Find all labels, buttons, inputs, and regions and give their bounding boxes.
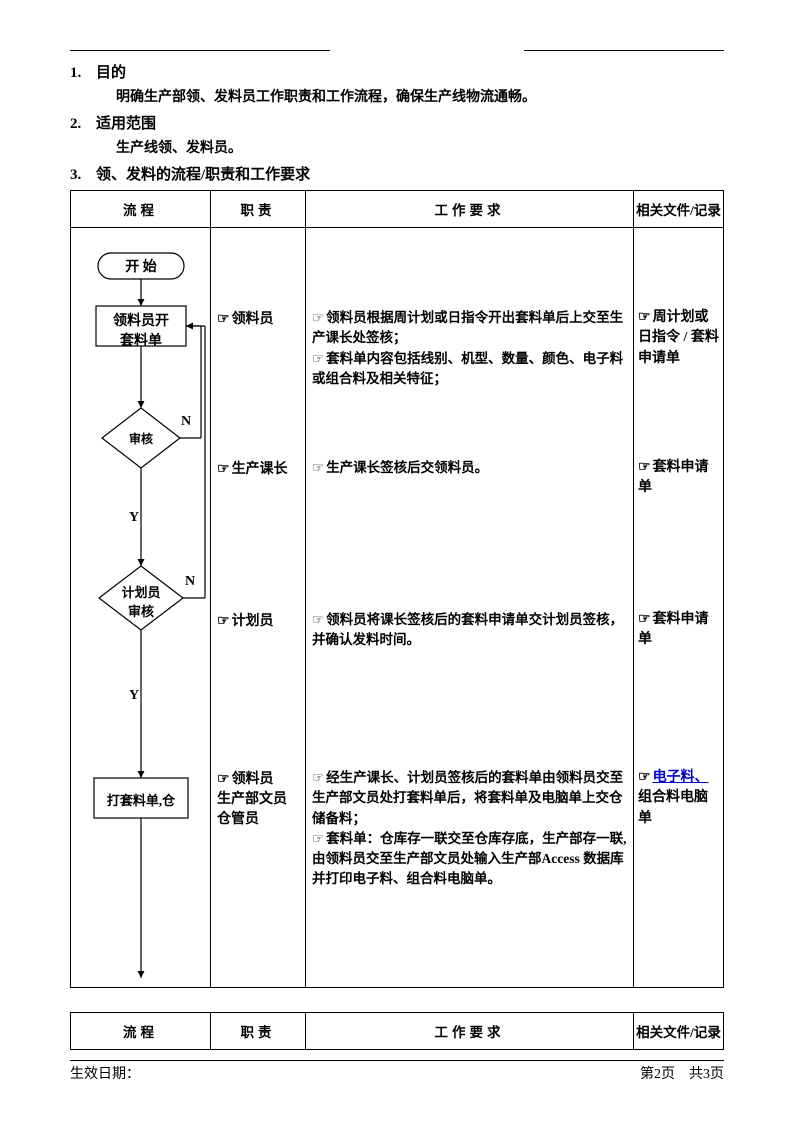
duty-4: 领料员 生产部文员 仓管员 [217, 768, 287, 828]
th-req: 工作要求 [306, 191, 634, 228]
edge-n1: N [181, 414, 191, 430]
node-audit1: 审核 [71, 430, 211, 447]
th-flow-2: 流程 [71, 1013, 211, 1050]
doc-1: 周计划或日指令 / 套料申请单 [638, 308, 719, 369]
doc-link[interactable]: 电子料、 [653, 770, 709, 785]
th-duty-2: 职责 [211, 1013, 306, 1050]
th-doc-2: 相关文件/记录 [634, 1013, 724, 1050]
flow-cell: 开 始 领料员开 套料单 审核 计划员 审核 打套料单,仓 N Y N Y [71, 228, 211, 988]
doc-3: 套料申请单 [638, 610, 719, 651]
th-doc: 相关文件/记录 [634, 191, 724, 228]
sec-body: 生产线领、发料员。 [116, 137, 724, 157]
node-start: 开 始 [71, 256, 211, 276]
sec-num: 3. [70, 167, 96, 184]
sec-title: 适用范围 [96, 116, 156, 132]
duty-2: 生产课长 [217, 458, 288, 478]
process-table: 流程 职责 工作要求 相关文件/记录 [70, 190, 724, 988]
req-1: 领料员根据周计划或日指令开出套料单后上交至生产课长处签核； 套料单内容包括线别、… [312, 308, 627, 389]
sec-title: 领、发料的流程/职责和工作要求 [96, 167, 310, 183]
th-duty: 职责 [211, 191, 306, 228]
section-list: 1.目的 明确生产部领、发料员工作职责和工作流程，确保生产线物流通畅。 2.适用… [70, 61, 724, 184]
duty-1: 领料员 [217, 308, 274, 328]
sec-title: 目的 [96, 65, 126, 81]
edge-y1: Y [129, 510, 139, 526]
req-2: 生产课长签核后交领料员。 [312, 458, 627, 478]
duty-3: 计划员 [217, 610, 274, 630]
node-apply: 领料员开 套料单 [96, 310, 186, 350]
edge-n2: N [185, 574, 195, 590]
sec-num: 1. [70, 65, 96, 82]
edge-y2: Y [129, 688, 139, 704]
footer-right: 第2页 共3页 [640, 1063, 724, 1083]
process-table-2: 流程 职责 工作要求 相关文件/记录 [70, 1012, 724, 1050]
th-req-2: 工作要求 [306, 1013, 634, 1050]
th-flow: 流程 [71, 191, 211, 228]
req-4: 经生产课长、计划员签核后的套料单由领料员交至生产部文员处打套料单后，将套料单及电… [312, 768, 627, 890]
doc-4: 电子料、组合料电脑单 [638, 768, 719, 829]
doc-2: 套料申请单 [638, 458, 719, 499]
sec-body: 明确生产部领、发料员工作职责和工作流程，确保生产线物流通畅。 [116, 86, 724, 106]
header-rule [70, 50, 724, 51]
page-footer: 生效日期： 第2页 共3页 [70, 1060, 724, 1083]
footer-left: 生效日期： [70, 1063, 140, 1083]
sec-num: 2. [70, 116, 96, 133]
node-print: 打套料单,仓 [94, 790, 188, 809]
req-3: 领料员将课长签核后的套料申请单交计划员签核，并确认发料时间。 [312, 610, 627, 651]
